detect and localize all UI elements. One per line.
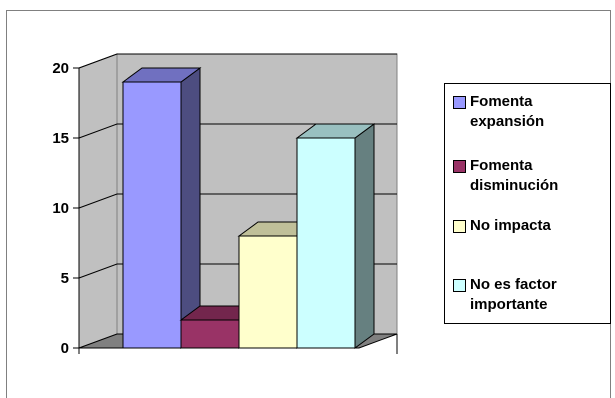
legend-swatch-fomenta-expansion bbox=[453, 96, 466, 109]
legend-label-no-es-factor-importante: No es factor importante bbox=[470, 276, 557, 313]
bar-fomenta-disminucion bbox=[180, 319, 240, 349]
chart-legend: Fomenta expansión Fomenta disminución No… bbox=[444, 83, 611, 324]
bar-side-fomenta-expansion bbox=[180, 67, 201, 349]
y-tick-label-15: 15 bbox=[52, 130, 69, 147]
legend-swatch-no-impacta bbox=[453, 220, 466, 233]
y-tick-label-5: 5 bbox=[61, 270, 69, 287]
bar-no-es-factor-importante bbox=[296, 137, 356, 349]
bar-side-no-es-factor-importante bbox=[354, 123, 375, 349]
bar-fomenta-expansion bbox=[122, 81, 182, 349]
legend-swatch-fomenta-disminucion bbox=[453, 160, 466, 173]
legend-label-no-impacta: No impacta bbox=[470, 217, 551, 234]
y-tick-label-20: 20 bbox=[52, 60, 69, 77]
legend-item-fomenta-expansion: Fomenta expansión bbox=[453, 92, 605, 132]
legend-swatch-no-es-factor-importante bbox=[453, 279, 466, 292]
gridline-20 bbox=[78, 53, 397, 69]
legend-item-no-impacta: No impacta bbox=[453, 216, 605, 236]
legend-label-fomenta-expansion: Fomenta expansión bbox=[470, 93, 545, 130]
bar-no-impacta bbox=[238, 235, 298, 349]
legend-item-no-es-factor-importante: No es factor importante bbox=[453, 275, 605, 315]
y-tick-label-10: 10 bbox=[52, 200, 69, 217]
y-tick-label-0: 0 bbox=[61, 340, 69, 357]
legend-label-fomenta-disminucion: Fomenta disminución bbox=[470, 157, 559, 194]
gridline-15 bbox=[78, 123, 397, 139]
legend-item-fomenta-disminucion: Fomenta disminución bbox=[453, 156, 605, 196]
